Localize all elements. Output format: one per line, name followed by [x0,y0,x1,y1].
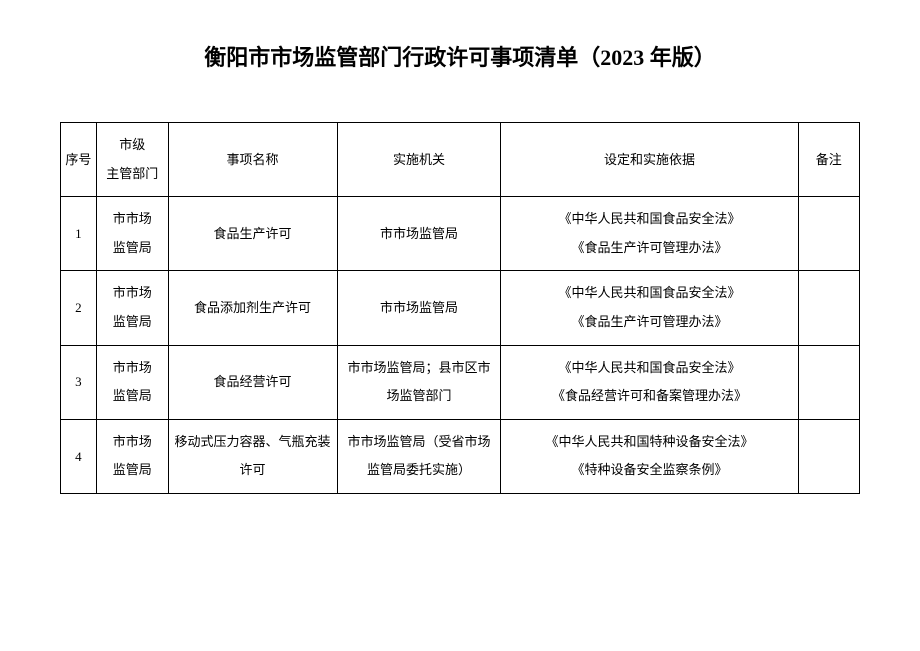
cell-dept: 市市场监管局 [96,419,168,493]
cell-remark [798,419,859,493]
table-header-row: 序号 市级主管部门 事项名称 实施机关 设定和实施依据 备注 [61,123,860,197]
cell-seq: 3 [61,345,97,419]
cell-seq: 1 [61,197,97,271]
cell-basis: 《中华人民共和国食品安全法》《食品生产许可管理办法》 [501,271,798,345]
cell-basis: 《中华人民共和国特种设备安全法》《特种设备安全监察条例》 [501,419,798,493]
cell-name: 移动式压力容器、气瓶充装许可 [168,419,337,493]
page-title: 衡阳市市场监管部门行政许可事项清单（2023 年版） [60,40,860,72]
permit-list-table: 序号 市级主管部门 事项名称 实施机关 设定和实施依据 备注 1 市市场监管局 … [60,122,860,494]
cell-dept: 市市场监管局 [96,345,168,419]
cell-seq: 2 [61,271,97,345]
table-row: 3 市市场监管局 食品经营许可 市市场监管局；县市区市场监管部门 《中华人民共和… [61,345,860,419]
table-row: 1 市市场监管局 食品生产许可 市市场监管局 《中华人民共和国食品安全法》《食品… [61,197,860,271]
cell-agency: 市市场监管局；县市区市场监管部门 [337,345,501,419]
table-row: 4 市市场监管局 移动式压力容器、气瓶充装许可 市市场监管局（受省市场监管局委托… [61,419,860,493]
table-row: 2 市市场监管局 食品添加剂生产许可 市市场监管局 《中华人民共和国食品安全法》… [61,271,860,345]
header-remark: 备注 [798,123,859,197]
header-seq: 序号 [61,123,97,197]
header-agency: 实施机关 [337,123,501,197]
cell-remark [798,197,859,271]
cell-agency: 市市场监管局（受省市场监管局委托实施） [337,419,501,493]
cell-agency: 市市场监管局 [337,197,501,271]
cell-dept: 市市场监管局 [96,197,168,271]
cell-name: 食品添加剂生产许可 [168,271,337,345]
cell-seq: 4 [61,419,97,493]
header-dept: 市级主管部门 [96,123,168,197]
cell-remark [798,345,859,419]
cell-name: 食品生产许可 [168,197,337,271]
cell-basis: 《中华人民共和国食品安全法》《食品经营许可和备案管理办法》 [501,345,798,419]
cell-name: 食品经营许可 [168,345,337,419]
header-basis: 设定和实施依据 [501,123,798,197]
header-name: 事项名称 [168,123,337,197]
cell-basis: 《中华人民共和国食品安全法》《食品生产许可管理办法》 [501,197,798,271]
cell-dept: 市市场监管局 [96,271,168,345]
cell-remark [798,271,859,345]
cell-agency: 市市场监管局 [337,271,501,345]
